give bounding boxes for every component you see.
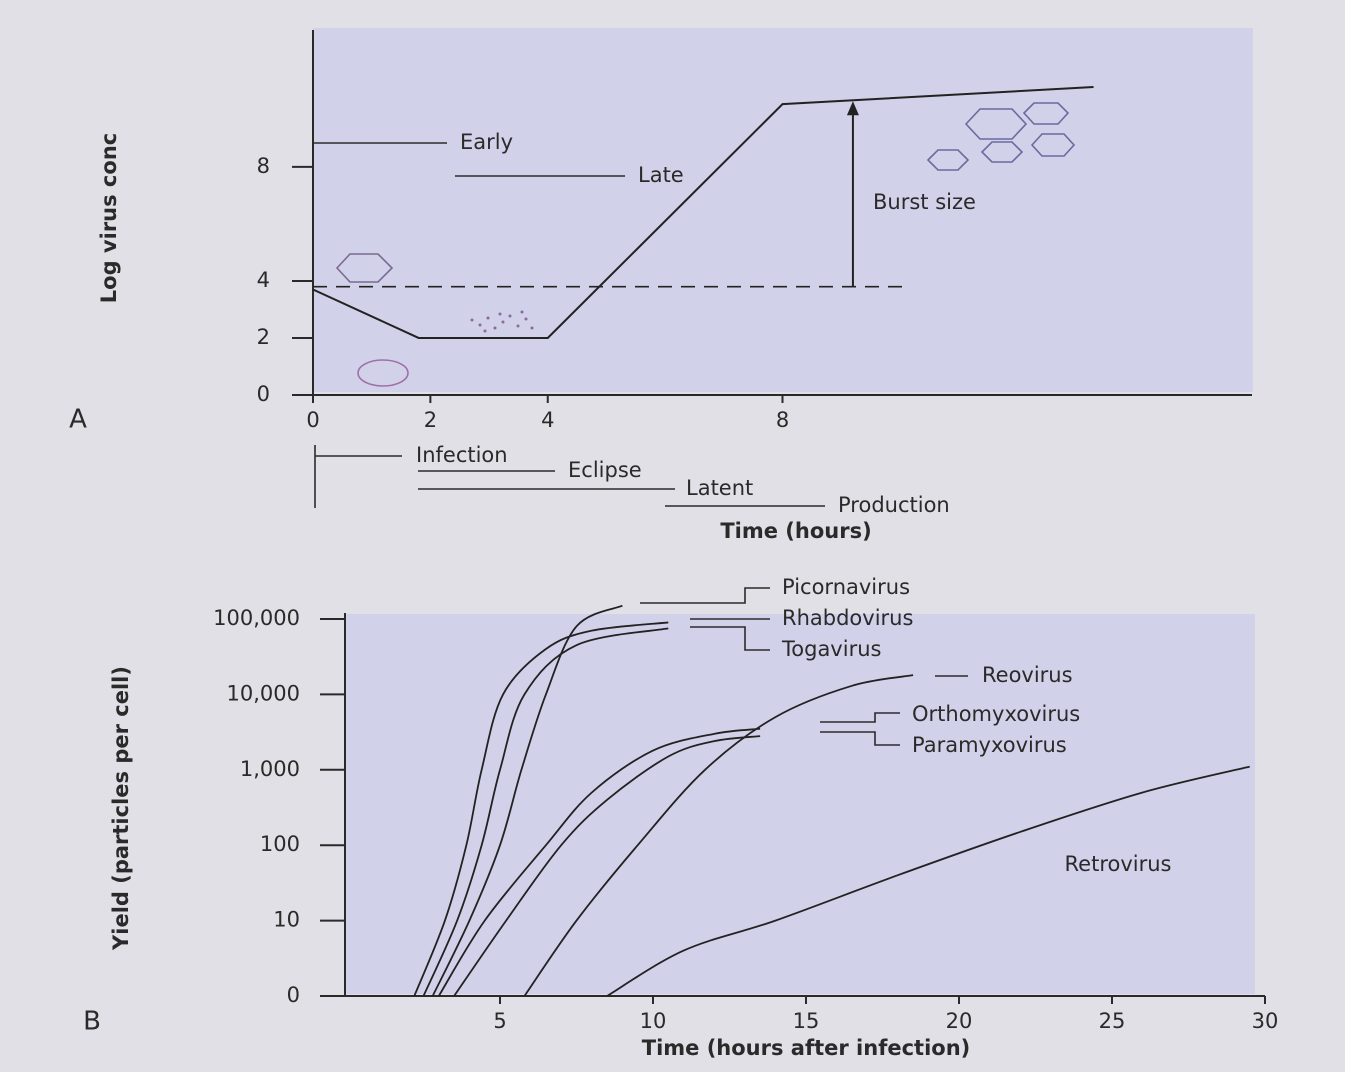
y-tick-label: 1,000 bbox=[240, 757, 300, 781]
x-tick-label: 15 bbox=[793, 1009, 820, 1033]
series-label: Orthomyxovirus bbox=[912, 702, 1080, 726]
annotation: Early bbox=[460, 130, 513, 154]
arrow-label: Burst size bbox=[873, 190, 976, 214]
phase-label: Production bbox=[838, 493, 950, 517]
y-tick-label: 0 bbox=[257, 382, 270, 406]
y-tick-label: 2 bbox=[257, 325, 270, 349]
x-tick-label: 2 bbox=[424, 408, 437, 432]
x-axis-title: Time (hours after infection) bbox=[642, 1036, 971, 1060]
series-label: Paramyxovirus bbox=[912, 733, 1067, 757]
panel-letter: B bbox=[83, 1007, 101, 1037]
annotation: Late bbox=[638, 163, 684, 187]
series-label: Reovirus bbox=[982, 663, 1073, 687]
phase-label: Eclipse bbox=[568, 458, 642, 482]
y-tick-label: 100,000 bbox=[213, 606, 300, 630]
y-tick-label: 100 bbox=[260, 832, 300, 856]
series-label: Togavirus bbox=[781, 637, 881, 661]
series-label: Rhabdovirus bbox=[782, 606, 913, 630]
x-tick-label: 5 bbox=[493, 1009, 506, 1033]
y-tick-label: 0 bbox=[287, 983, 300, 1007]
phase-label: Infection bbox=[416, 443, 508, 467]
y-tick-label: 10,000 bbox=[227, 681, 300, 705]
y-axis-title: Yield (particles per cell) bbox=[109, 666, 133, 951]
x-tick-label: 0 bbox=[306, 408, 319, 432]
page: Early Late Infection Eclipse Latent Prod… bbox=[0, 0, 1345, 1072]
x-axis-title: Time (hours) bbox=[720, 519, 871, 543]
x-tick-label: 4 bbox=[541, 408, 554, 432]
y-axis-title: Log virus conc bbox=[97, 133, 121, 303]
y-tick-label: 8 bbox=[257, 154, 270, 178]
panel-letter: A bbox=[69, 405, 87, 435]
series-label: Retrovirus bbox=[1065, 852, 1172, 876]
y-tick-label: 10 bbox=[273, 908, 300, 932]
x-tick-label: 10 bbox=[640, 1009, 667, 1033]
x-tick-label: 30 bbox=[1252, 1009, 1279, 1033]
x-tick-label: 8 bbox=[776, 408, 789, 432]
y-tick-label: 4 bbox=[257, 268, 270, 292]
figure: Early Late Infection Eclipse Latent Prod… bbox=[0, 0, 1345, 1072]
phase-label: Latent bbox=[686, 476, 753, 500]
series-label: Picornavirus bbox=[782, 575, 910, 599]
x-tick-label: 25 bbox=[1099, 1009, 1126, 1033]
plot-area-b bbox=[345, 614, 1255, 994]
x-tick-label: 20 bbox=[946, 1009, 973, 1033]
